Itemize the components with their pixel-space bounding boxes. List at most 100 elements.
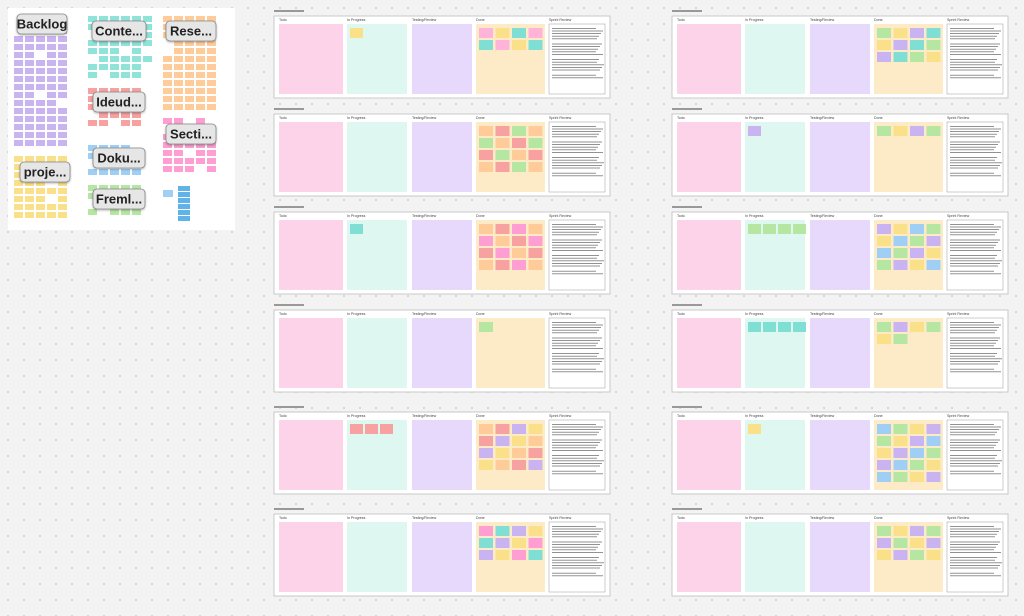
sticky-note bbox=[58, 60, 67, 66]
sticky-note bbox=[25, 140, 34, 146]
sticky-note bbox=[512, 538, 526, 548]
sprint-frame: Todo In Progress Testing/Review Done Sprint … bbox=[671, 406, 1009, 495]
sprint-frame: Todo In Progress Testing/Review Done Sprint … bbox=[671, 10, 1009, 99]
review-text-line bbox=[950, 457, 995, 459]
sticky-note bbox=[495, 526, 510, 536]
review-text-line bbox=[552, 371, 603, 373]
review-text-line bbox=[950, 565, 1000, 566]
column bbox=[946, 521, 1004, 593]
sticky-note bbox=[877, 52, 891, 62]
sticky-note bbox=[196, 118, 205, 124]
review-text-line bbox=[950, 340, 998, 341]
sticky-note bbox=[14, 156, 23, 162]
sticky-note bbox=[926, 424, 941, 434]
review-text-line bbox=[950, 165, 1000, 166]
sticky-note bbox=[365, 424, 378, 434]
column-header: Testing/Review bbox=[810, 516, 835, 520]
sticky-note bbox=[495, 424, 510, 434]
column-header: Todo bbox=[279, 312, 287, 316]
sticky-note bbox=[25, 44, 34, 50]
cluster-label: Ideud... bbox=[96, 94, 142, 109]
sticky-note bbox=[910, 126, 924, 136]
sticky-note bbox=[512, 248, 526, 258]
sticky-note bbox=[36, 180, 45, 186]
review-text-line bbox=[552, 43, 602, 45]
sticky-note bbox=[174, 48, 183, 54]
sticky-note bbox=[763, 224, 776, 234]
review-text-line bbox=[552, 455, 599, 456]
sticky-note bbox=[25, 76, 34, 82]
sticky-note bbox=[121, 64, 130, 70]
review-text-line bbox=[950, 146, 996, 148]
review-text-line bbox=[950, 557, 997, 558]
review-text-line bbox=[950, 59, 997, 60]
sticky-note bbox=[926, 28, 941, 38]
sticky-note bbox=[926, 472, 941, 482]
sprint-frame: Todo In Progress Testing/Review Done Sprint … bbox=[273, 508, 611, 597]
sticky-note bbox=[132, 16, 141, 22]
column-header: Done bbox=[476, 516, 485, 520]
sticky-note bbox=[495, 138, 510, 148]
sticky-note bbox=[36, 84, 45, 90]
sticky-note bbox=[47, 108, 56, 114]
sticky-note bbox=[185, 104, 194, 110]
sticky-note bbox=[893, 260, 908, 270]
review-text-line bbox=[552, 234, 597, 236]
review-text-line bbox=[950, 54, 1001, 55]
review-text-line bbox=[552, 327, 601, 328]
sticky-note bbox=[926, 460, 941, 470]
review-text-line bbox=[950, 450, 1001, 451]
sticky-note bbox=[25, 156, 34, 162]
sticky-note bbox=[25, 68, 34, 74]
review-text-line bbox=[950, 465, 998, 467]
column bbox=[412, 24, 472, 94]
sticky-note bbox=[185, 80, 194, 86]
review-text-line bbox=[950, 434, 995, 436]
sticky-note bbox=[47, 156, 56, 162]
sticky-note bbox=[110, 40, 119, 46]
sprint-frame: Todo In Progress Testing/Review Done Sprint … bbox=[671, 304, 1009, 393]
sticky-note bbox=[778, 322, 791, 332]
sticky-note bbox=[99, 120, 108, 126]
sticky-note bbox=[185, 88, 194, 94]
review-text-line bbox=[950, 242, 998, 243]
sticky-note bbox=[99, 64, 108, 70]
review-text-line bbox=[552, 133, 599, 135]
sticky-note bbox=[132, 56, 141, 62]
review-text-line bbox=[552, 126, 596, 127]
sticky-note bbox=[528, 40, 543, 50]
column-header: Todo bbox=[279, 116, 287, 120]
column bbox=[412, 420, 472, 490]
sticky-note bbox=[143, 16, 152, 22]
column-header: Todo bbox=[279, 214, 287, 218]
sticky-note bbox=[512, 436, 526, 446]
review-text-line bbox=[552, 30, 603, 32]
sticky-note bbox=[512, 150, 526, 160]
sticky-note bbox=[25, 60, 34, 66]
sticky-note bbox=[910, 538, 924, 548]
sticky-note bbox=[174, 56, 183, 62]
column bbox=[677, 24, 741, 94]
column bbox=[279, 318, 343, 388]
sticky-note bbox=[512, 126, 526, 136]
column-header: Testing/Review bbox=[810, 18, 835, 22]
sticky-note bbox=[47, 100, 56, 106]
sticky-note bbox=[36, 196, 45, 202]
sticky-note bbox=[196, 16, 205, 22]
review-text-line bbox=[552, 61, 597, 63]
sticky-note bbox=[14, 204, 23, 210]
column-header: Sprint Review bbox=[549, 214, 572, 218]
review-text-line bbox=[950, 263, 1000, 264]
review-text-line bbox=[552, 152, 603, 153]
review-text-line bbox=[552, 526, 596, 527]
review-text-line bbox=[552, 260, 604, 262]
cluster-label-box bbox=[16, 13, 68, 35]
sticky-note bbox=[748, 322, 761, 332]
sticky-note bbox=[121, 56, 130, 62]
review-text-line bbox=[552, 69, 600, 71]
review-text-line bbox=[552, 426, 603, 428]
sticky-note bbox=[47, 76, 56, 82]
review-text-line bbox=[950, 358, 1002, 360]
column bbox=[548, 121, 606, 193]
sticky-note bbox=[479, 436, 493, 446]
